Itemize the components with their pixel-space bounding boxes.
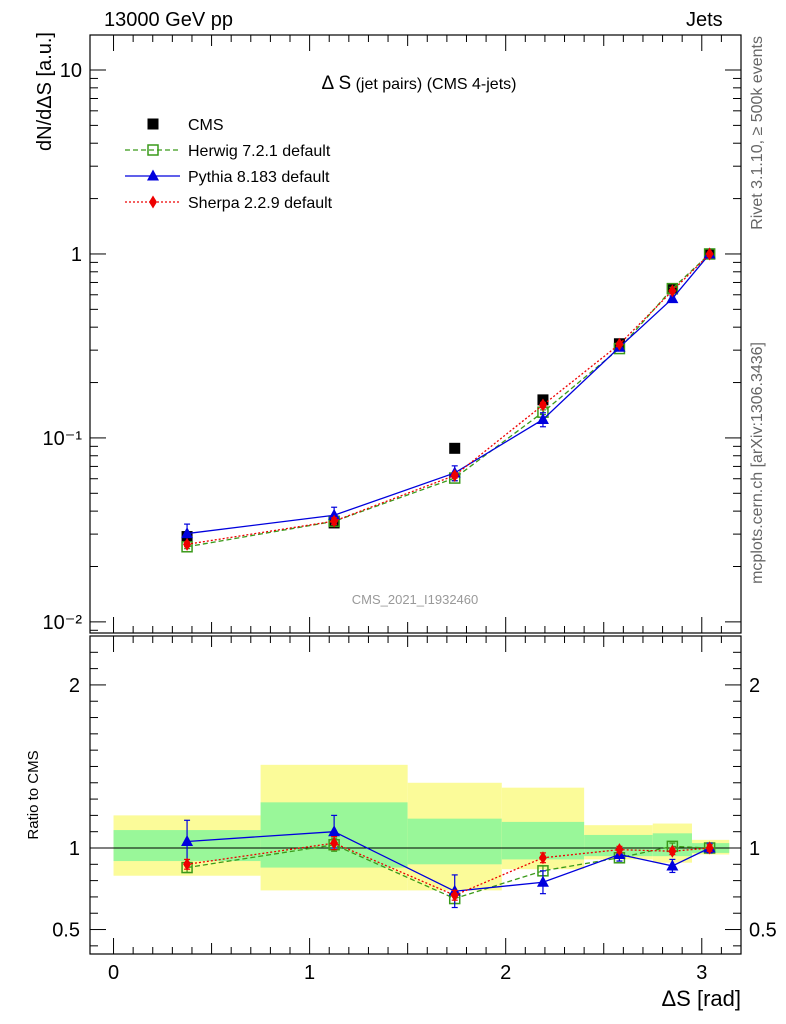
ratio-y-tick-label-left: 2	[69, 675, 80, 697]
plot-title-sub: (jet pairs) (CMS 4-jets)	[351, 76, 516, 93]
main-y-tick-label: 1	[71, 244, 82, 266]
main-point-sherpa	[330, 514, 339, 528]
legend-label-sherpa: Sherpa 2.2.9 default	[188, 195, 333, 212]
legend: CMS Herwig 7.2.1 default Pythia 8.183 defa…	[125, 117, 333, 212]
ratio-y-tick-label-left: 1	[69, 838, 80, 860]
ratio-point-sherpa	[183, 857, 192, 871]
ratio-y-tick-label-right: 2	[749, 675, 760, 697]
main-point-sherpa	[615, 337, 624, 351]
x-tick-label: 0	[108, 962, 119, 984]
plot-title-main: Δ S	[322, 73, 352, 94]
ratio-plot-frame	[89, 635, 742, 955]
legend-marker-cms	[147, 118, 159, 130]
legend-label-cms: CMS	[188, 117, 224, 134]
main-y-tick-label: 10⁻¹	[43, 428, 83, 450]
plot-title: Δ S (jet pairs) (CMS 4-jets)	[322, 73, 517, 94]
header-category: Jets	[686, 9, 723, 31]
ratio-point-sherpa	[668, 844, 677, 858]
main-point-pythia	[666, 292, 679, 304]
main-point-sherpa	[538, 398, 547, 412]
main-point-cms	[449, 442, 461, 454]
main-line-sherpa	[186, 253, 711, 545]
main-y-axis-label: dN/dΔS [a.u.]	[34, 32, 56, 151]
ratio-point-pythia	[328, 825, 341, 837]
x-tick-label: 1	[304, 962, 315, 984]
x-tick-label: 3	[696, 962, 707, 984]
ratio-point-sherpa	[330, 836, 339, 850]
header-energy: 13000 GeV pp	[104, 9, 233, 31]
band-inner-bin-2	[407, 818, 502, 865]
rivet-version-label: Rivet 3.1.10, ≥ 500k events	[749, 36, 766, 230]
analysis-watermark: CMS_2021_I1932460	[352, 592, 479, 607]
legend-label-herwig: Herwig 7.2.1 default	[188, 143, 331, 160]
x-axis-label: ΔS [rad]	[661, 986, 741, 1011]
mcplots-reference-label: mcplots.cern.ch [arXiv:1306.3436]	[749, 342, 766, 584]
legend-marker-sherpa	[149, 195, 157, 209]
ratio-y-tick-label-left: 0.5	[52, 920, 80, 942]
main-point-sherpa	[668, 284, 677, 298]
main-line-herwig	[186, 253, 711, 548]
ratio-y-tick-label-right: 0.5	[749, 920, 777, 942]
legend-label-pythia: Pythia 8.183 default	[188, 169, 330, 186]
ratio-point-sherpa	[450, 888, 459, 902]
legend-marker-pythia	[147, 169, 159, 181]
ratio-point-pythia	[666, 859, 679, 871]
main-point-sherpa	[183, 537, 192, 551]
ratio-point-sherpa	[705, 841, 714, 855]
ratio-point-pythia	[181, 834, 194, 846]
ratio-point-sherpa	[538, 851, 547, 865]
x-tick-label: 2	[500, 962, 511, 984]
main-y-tick-label: 10	[60, 60, 82, 82]
main-line-pythia	[186, 253, 711, 535]
ratio-point-sherpa	[615, 843, 624, 857]
legend-marker-herwig	[147, 144, 159, 156]
ratio-point-pythia	[536, 875, 549, 887]
ratio-y-axis-label: Ratio to CMS	[25, 750, 42, 839]
main-point-sherpa	[450, 468, 459, 482]
ratio-y-tick-label-right: 1	[749, 838, 760, 860]
main-point-pythia	[181, 527, 194, 539]
main-point-pythia	[536, 412, 549, 424]
main-point-sherpa	[705, 247, 714, 261]
main-plot-frame	[89, 34, 742, 634]
main-point-pythia	[328, 508, 341, 520]
main-y-tick-label: 10⁻²	[43, 612, 83, 634]
